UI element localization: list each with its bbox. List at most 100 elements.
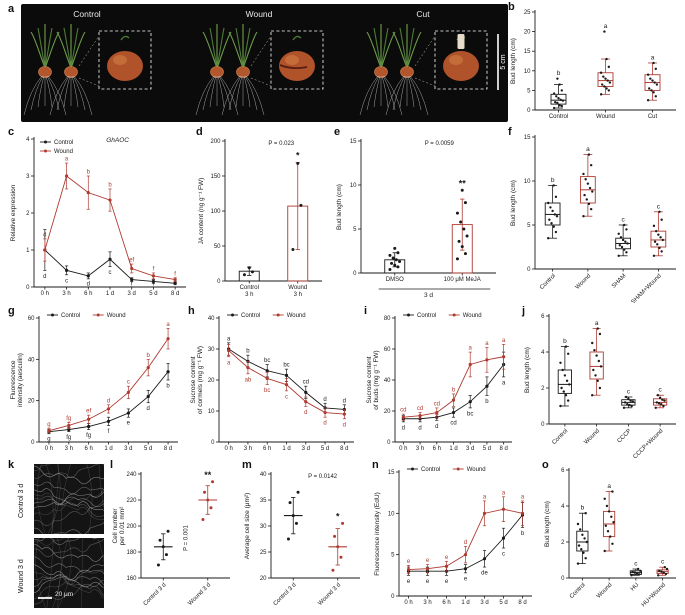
svg-text:a: a — [595, 320, 599, 327]
svg-text:P = 0.023: P = 0.023 — [268, 141, 294, 147]
svg-text:8 d: 8 d — [340, 446, 348, 452]
svg-text:160: 160 — [126, 576, 137, 582]
svg-text:**: ** — [459, 178, 467, 188]
svg-text:a: a — [586, 146, 590, 153]
svg-text:c: c — [659, 387, 663, 394]
svg-text:Control 3 d: Control 3 d — [143, 582, 168, 607]
svg-text:fg: fg — [86, 433, 91, 439]
svg-text:Control: Control — [61, 313, 80, 319]
svg-text:d: d — [343, 422, 346, 428]
svg-text:60: 60 — [384, 347, 391, 353]
svg-text:a: a — [604, 23, 608, 30]
chart-edu-fluorescence: 0 5 10 15 Fluorescence intensity (EdU) 0 h 3 h… — [372, 460, 540, 612]
svg-text:Wound: Wound — [583, 428, 601, 446]
svg-text:b: b — [551, 177, 555, 184]
svg-text:Wound: Wound — [596, 582, 614, 600]
svg-text:30: 30 — [260, 524, 267, 530]
svg-text:SHAM: SHAM — [611, 273, 628, 290]
svg-text:4: 4 — [541, 350, 545, 356]
svg-text:Control 3 d: Control 3 d — [273, 582, 298, 607]
chart-svg-l: 160 180 200 220 240 Cell number per 0.01 mm² Co… — [112, 470, 230, 607]
svg-text:150: 150 — [210, 174, 221, 180]
svg-text:a: a — [485, 341, 489, 347]
svg-text:Wound: Wound — [246, 9, 273, 19]
svg-text:3 h: 3 h — [62, 291, 70, 297]
chart-bud-length-hu: 0 2 4 6 Bud length (cm) Control Wound HU HU+Woun… — [542, 460, 682, 612]
svg-text:per 0.01 mm²: per 0.01 mm² — [119, 506, 126, 545]
svg-text:d: d — [418, 425, 421, 431]
svg-text:20: 20 — [384, 409, 391, 415]
chart-svg-d: 0 50 100 150 200 JA content (ng g⁻¹ FW) Contro… — [198, 139, 322, 298]
micrograph-label-wound: Wound 3 d — [18, 559, 25, 593]
svg-text:0 h: 0 h — [45, 446, 53, 452]
svg-text:c: c — [502, 552, 505, 558]
svg-text:10: 10 — [208, 409, 215, 415]
panel-b: b 0 5 10 15 20 25 Bud length (cm) Control Wound C… — [508, 2, 682, 124]
svg-text:1: 1 — [26, 248, 30, 254]
svg-text:de: de — [481, 571, 488, 577]
svg-text:d: d — [435, 424, 438, 430]
svg-text:*: * — [336, 511, 340, 521]
svg-text:*: * — [296, 151, 300, 161]
svg-text:6 h: 6 h — [433, 446, 441, 452]
svg-text:P = 0.0142: P = 0.0142 — [308, 474, 338, 480]
svg-text:a: a — [227, 336, 231, 342]
svg-text:3: 3 — [26, 174, 30, 180]
svg-text:d: d — [464, 540, 467, 546]
svg-text:Wound: Wound — [467, 467, 486, 473]
svg-text:5: 5 — [527, 223, 531, 229]
svg-text:20: 20 — [208, 378, 215, 384]
svg-text:Cut: Cut — [648, 114, 658, 120]
panel-a: a Control Wound Cut 5 cm — [8, 4, 508, 122]
chart-ja-content: 0 50 100 150 200 JA content (ng g⁻¹ FW) Contro… — [196, 127, 330, 303]
svg-text:d: d — [43, 274, 46, 280]
panel-i: i 0 20 40 60 80 Sucrose content of buds (mg g⁻… — [364, 306, 520, 458]
svg-text:0: 0 — [387, 440, 391, 446]
panel-o: o 0 2 4 6 Bud length (cm) Control Wound HU HU+Wo… — [542, 460, 682, 612]
panel-e-letter: e — [334, 126, 341, 138]
svg-text:10: 10 — [524, 69, 531, 75]
svg-text:Control: Control — [240, 285, 259, 291]
svg-text:200: 200 — [210, 139, 221, 145]
svg-text:100: 100 — [210, 209, 221, 215]
svg-text:of cormels (mg g⁻¹ FW): of cormels (mg g⁻¹ FW) — [197, 346, 204, 414]
svg-text:15: 15 — [524, 135, 531, 141]
chart-svg-b: 0 5 10 15 20 25 Bud length (cm) Control Wound Cut… — [510, 10, 676, 120]
svg-text:cd: cd — [434, 401, 440, 407]
svg-text:f: f — [131, 282, 133, 288]
svg-text:d: d — [304, 410, 307, 416]
svg-text:5: 5 — [353, 227, 357, 233]
svg-text:40: 40 — [208, 316, 215, 322]
panel-n-letter: n — [372, 459, 379, 471]
chart-svg-i: 0 20 40 60 80 Sucrose content of buds (mg g⁻¹ … — [366, 313, 512, 452]
svg-text:Fluorescence intensity (EdU): Fluorescence intensity (EdU) — [374, 492, 381, 575]
svg-text:e: e — [445, 555, 449, 561]
svg-text:1 d: 1 d — [461, 600, 469, 606]
svg-text:5 d: 5 d — [499, 600, 507, 606]
svg-text:d: d — [147, 406, 150, 412]
svg-text:e: e — [426, 558, 430, 564]
svg-text:3 h: 3 h — [294, 292, 302, 298]
svg-text:0: 0 — [391, 594, 395, 600]
chart-bud-length-meja: 0 5 10 15 Bud length (cm) DMSO 100 μM MeJA P = … — [334, 127, 506, 303]
svg-text:1 d: 1 d — [104, 446, 112, 452]
svg-text:e: e — [127, 421, 131, 427]
svg-text:40: 40 — [28, 357, 35, 363]
svg-text:0: 0 — [561, 576, 565, 582]
svg-text:25: 25 — [524, 10, 531, 16]
panel-h-letter: h — [188, 305, 195, 317]
chart-svg-n: 0 5 10 15 Fluorescence intensity (EdU) 0 h 3 h… — [374, 467, 532, 606]
svg-text:Bud length (cm): Bud length (cm) — [510, 180, 517, 226]
svg-text:5 d: 5 d — [483, 446, 491, 452]
svg-text:Bud length (cm): Bud length (cm) — [336, 184, 343, 230]
svg-text:180: 180 — [126, 550, 137, 556]
svg-text:f: f — [108, 429, 110, 435]
svg-text:0: 0 — [26, 285, 30, 291]
svg-text:2: 2 — [561, 540, 565, 546]
svg-text:4: 4 — [26, 137, 30, 143]
svg-text:15: 15 — [388, 470, 395, 476]
svg-text:b: b — [87, 170, 91, 176]
svg-text:3 h: 3 h — [245, 292, 253, 298]
micrograph-svg — [34, 464, 104, 534]
